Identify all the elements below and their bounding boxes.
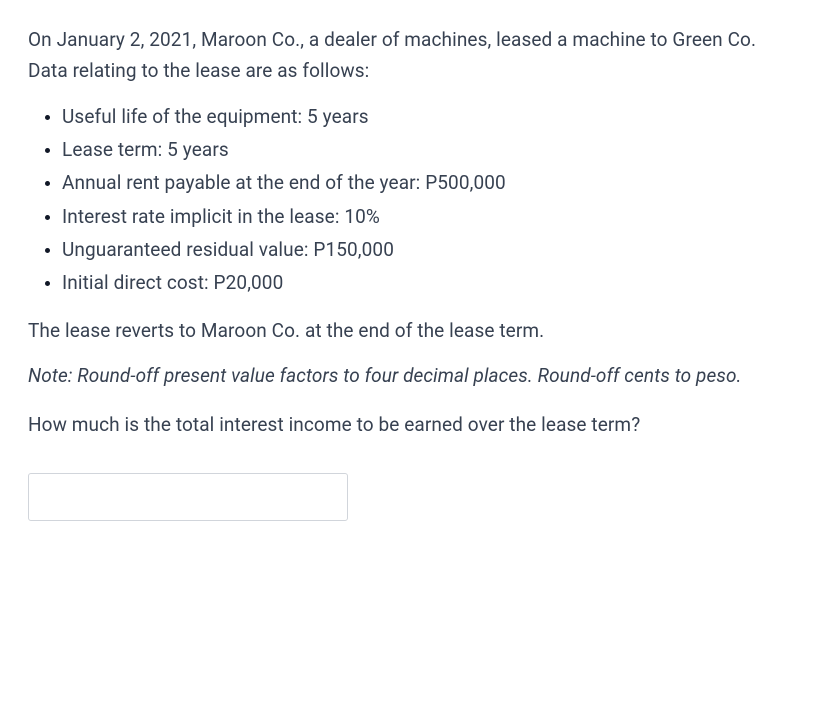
list-item: Useful life of the equipment: 5 years — [62, 101, 799, 132]
question-paragraph: How much is the total interest income to… — [28, 409, 799, 440]
list-item: Initial direct cost: P20,000 — [62, 267, 799, 298]
list-item: Unguaranteed residual value: P150,000 — [62, 234, 799, 265]
list-item: Annual rent payable at the end of the ye… — [62, 167, 799, 198]
intro-paragraph: On January 2, 2021, Maroon Co., a dealer… — [28, 24, 799, 87]
list-item: Lease term: 5 years — [62, 134, 799, 165]
revert-paragraph: The lease reverts to Maroon Co. at the e… — [28, 315, 799, 346]
note-paragraph: Note: Round-off present value factors to… — [28, 360, 799, 391]
list-item: Interest rate implicit in the lease: 10% — [62, 201, 799, 232]
answer-input[interactable] — [28, 473, 348, 521]
data-list: Useful life of the equipment: 5 years Le… — [28, 101, 799, 299]
